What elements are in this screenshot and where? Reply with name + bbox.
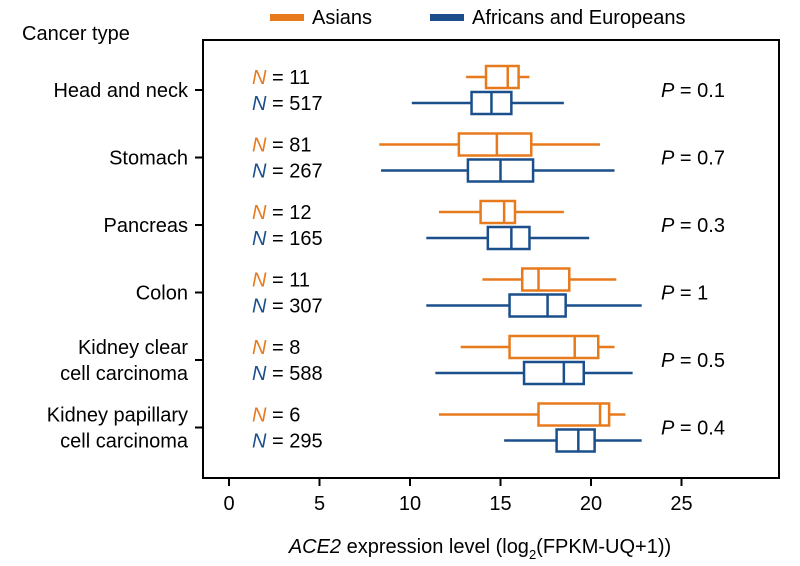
x-tick-label-20: 20	[580, 493, 602, 515]
p-value-head-and-neck: P = 0.1	[661, 80, 725, 102]
legend-swatch-africans-europeans	[430, 14, 464, 21]
legend-swatch-asians	[270, 14, 304, 21]
category-label-kidney-papillary-cell-carcinoma-line2: cell carcinoma	[60, 431, 189, 453]
category-label-head-and-neck: Head and neck	[53, 80, 189, 102]
n-label-kidney-clear-cell-carcinoma-africans-europeans: N = 588	[252, 363, 323, 385]
legend-label-africans-europeans: Africans and Europeans	[472, 7, 685, 29]
x-tick-label-25: 25	[670, 493, 692, 515]
category-label-kidney-papillary-cell-carcinoma-line1: Kidney papillary	[47, 405, 188, 427]
y-axis-header: Cancer type	[22, 23, 130, 45]
box-pancreas-asians	[479, 199, 517, 225]
n-label-kidney-papillary-cell-carcinoma-asians: N = 6	[252, 405, 300, 427]
n-label-stomach-asians: N = 81	[252, 135, 312, 157]
n-label-pancreas-africans-europeans: N = 165	[252, 228, 323, 250]
x-axis-label: ACE2 expression level (log2(FPKM-UQ+1))	[288, 536, 671, 562]
n-label-colon-africans-europeans: N = 307	[252, 296, 323, 318]
p-value-kidney-clear-cell-carcinoma: P = 0.5	[661, 350, 725, 372]
legend-label-asians: Asians	[312, 7, 372, 29]
n-label-kidney-papillary-cell-carcinoma-africans-europeans: N = 295	[252, 431, 323, 453]
category-label-stomach: Stomach	[109, 148, 188, 170]
x-tick-label-5: 5	[314, 493, 325, 515]
box-colon-asians	[520, 267, 571, 292]
category-label-kidney-clear-cell-carcinoma-line2: cell carcinoma	[60, 363, 189, 385]
n-label-head-and-neck-asians: N = 11	[252, 67, 310, 89]
p-value-colon: P = 1	[661, 283, 708, 305]
plot-frame	[202, 39, 780, 479]
p-value-stomach: P = 0.7	[661, 148, 725, 170]
box-kidney-papillary-cell-carcinoma-asians	[537, 402, 611, 427]
x-tick-label-0: 0	[223, 493, 234, 515]
box-kidney-papillary-cell-carcinoma-africans-europeans	[555, 428, 596, 453]
p-value-pancreas: P = 0.3	[661, 215, 725, 237]
box-colon-africans-europeans	[508, 293, 567, 318]
n-label-head-and-neck-africans-europeans: N = 517	[252, 93, 323, 115]
box-pancreas-africans-europeans	[486, 225, 531, 251]
category-label-pancreas: Pancreas	[104, 215, 189, 237]
x-tick-label-10: 10	[399, 493, 421, 515]
box-kidney-clear-cell-carcinoma-africans-europeans	[522, 360, 586, 386]
p-value-kidney-papillary-cell-carcinoma: P = 0.4	[661, 418, 725, 440]
category-label-kidney-clear-cell-carcinoma-line1: Kidney clear	[78, 337, 188, 359]
n-label-kidney-clear-cell-carcinoma-asians: N = 8	[252, 337, 300, 359]
n-label-pancreas-asians: N = 12	[252, 202, 312, 224]
n-label-colon-asians: N = 11	[252, 270, 310, 292]
box-kidney-clear-cell-carcinoma-asians	[508, 334, 600, 360]
box-stomach-asians	[457, 132, 533, 157]
category-label-colon: Colon	[136, 283, 188, 305]
n-label-stomach-africans-europeans: N = 267	[252, 161, 323, 183]
box-head-and-neck-asians	[484, 64, 520, 90]
x-tick-label-15: 15	[489, 493, 511, 515]
